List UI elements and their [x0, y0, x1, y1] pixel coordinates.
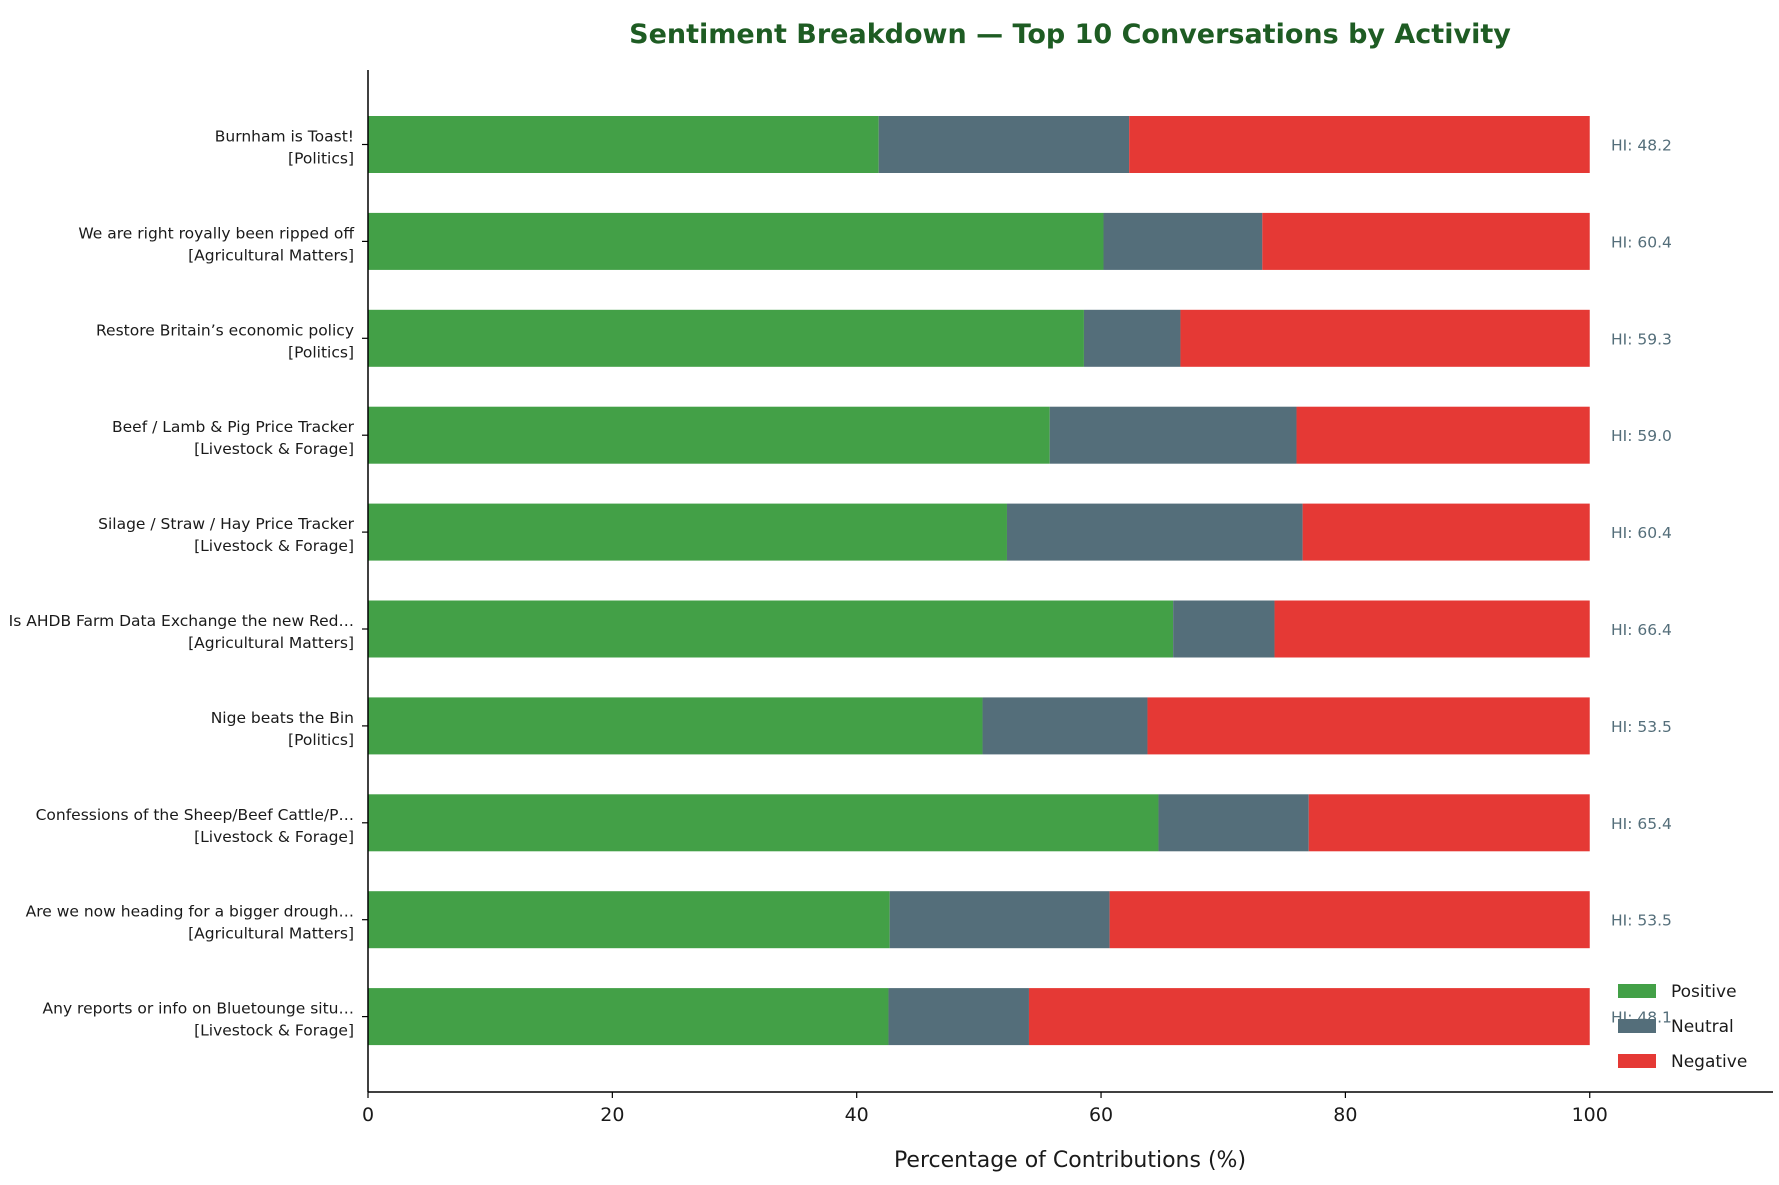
- bar-negative-8: [1308, 794, 1590, 852]
- bar-negative-2: [1262, 212, 1590, 270]
- category-title-10: Any reports or info on Bluetounge situ…: [43, 1000, 354, 1018]
- hi-annotation-8: HI: 65.4: [1611, 815, 1672, 833]
- category-title-9: Are we now heading for a bigger drough…: [26, 903, 354, 921]
- bar-neutral-5: [1006, 503, 1303, 561]
- x-tick-label-0: 0: [362, 1104, 374, 1126]
- bar-neutral-6: [1173, 600, 1275, 658]
- bar-positive-3: [368, 309, 1084, 367]
- axes-layer: 0 20 40 60 80 100: [362, 70, 1773, 1126]
- hi-annotation-3: HI: 59.3: [1611, 330, 1672, 348]
- category-title-3: Restore Britain’s economic policy: [96, 321, 354, 339]
- category-forum-8: [Livestock & Forage]: [194, 828, 354, 846]
- x-axis-label: Percentage of Contributions (%): [894, 1148, 1246, 1173]
- category-title-7: Nige beats the Bin: [211, 709, 354, 727]
- category-forum-6: [Agricultural Matters]: [188, 634, 354, 652]
- bar-neutral-7: [982, 697, 1148, 755]
- legend-label-neutral: Neutral: [1671, 1017, 1734, 1037]
- category-title-1: Burnham is Toast!: [215, 128, 354, 146]
- bar-neutral-8: [1158, 794, 1309, 852]
- category-title-6: Is AHDB Farm Data Exchange the new Red…: [9, 612, 354, 630]
- bar-positive-6: [368, 600, 1174, 658]
- bars-layer: [368, 116, 1590, 1046]
- hi-annotation-6: HI: 66.4: [1611, 621, 1672, 639]
- bar-neutral-10: [888, 988, 1029, 1046]
- x-tick-label-40: 40: [845, 1104, 869, 1126]
- legend-label-negative: Negative: [1671, 1052, 1747, 1072]
- bar-negative-9: [1109, 891, 1590, 949]
- x-tick-label-80: 80: [1333, 1104, 1357, 1126]
- hi-annotation-1: HI: 48.2: [1611, 137, 1672, 155]
- category-title-5: Silage / Straw / Hay Price Tracker: [98, 515, 354, 533]
- bar-positive-9: [368, 891, 890, 949]
- bar-negative-6: [1274, 600, 1590, 658]
- bar-neutral-2: [1103, 212, 1263, 270]
- category-title-8: Confessions of the Sheep/Beef Cattle/P…: [36, 806, 354, 824]
- category-forum-2: [Agricultural Matters]: [188, 246, 354, 264]
- bar-negative-5: [1302, 503, 1590, 561]
- bar-neutral-1: [878, 116, 1130, 173]
- bar-neutral-3: [1083, 309, 1181, 367]
- chart-title: Sentiment Breakdown — Top 10 Conversatio…: [629, 19, 1511, 50]
- bar-negative-4: [1296, 406, 1590, 464]
- category-forum-5: [Livestock & Forage]: [194, 537, 354, 555]
- x-tick-label-60: 60: [1089, 1104, 1113, 1126]
- bar-positive-5: [368, 503, 1007, 561]
- bar-positive-2: [368, 212, 1104, 270]
- hi-annotation-5: HI: 60.4: [1611, 524, 1672, 542]
- legend-swatch-neutral: [1618, 1019, 1656, 1033]
- x-tick-label-20: 20: [600, 1104, 624, 1126]
- bar-neutral-4: [1049, 406, 1297, 464]
- bar-positive-10: [368, 988, 889, 1046]
- hi-annotations: HI: 48.2 HI: 60.4 HI: 59.3 HI: 59.0 HI: 60.4…: [1611, 137, 1672, 1027]
- category-title-2: We are right royally been ripped off: [78, 224, 354, 242]
- bar-positive-7: [368, 697, 983, 755]
- legend-swatch-negative: [1618, 1054, 1656, 1068]
- hi-annotation-7: HI: 53.5: [1611, 718, 1672, 736]
- category-forum-7: [Politics]: [288, 731, 354, 749]
- x-tick-label-100: 100: [1572, 1104, 1608, 1126]
- legend-label-positive: Positive: [1671, 982, 1737, 1002]
- hi-annotation-2: HI: 60.4: [1611, 233, 1672, 251]
- hi-annotation-4: HI: 59.0: [1611, 427, 1672, 445]
- category-forum-1: [Politics]: [288, 150, 354, 168]
- hi-annotation-9: HI: 53.5: [1611, 912, 1672, 930]
- category-labels: Burnham is Toast! [Politics] We are right …: [9, 128, 355, 1040]
- bar-positive-8: [368, 794, 1159, 852]
- category-forum-10: [Livestock & Forage]: [194, 1022, 354, 1040]
- bar-negative-1: [1129, 116, 1590, 173]
- legend-swatch-positive: [1618, 984, 1656, 998]
- category-forum-3: [Politics]: [288, 343, 354, 361]
- bar-positive-1: [368, 116, 879, 173]
- category-title-4: Beef / Lamb & Pig Price Tracker: [112, 418, 355, 436]
- category-forum-9: [Agricultural Matters]: [188, 925, 354, 943]
- bar-neutral-9: [889, 891, 1110, 949]
- bar-negative-3: [1180, 309, 1590, 367]
- legend: Positive Neutral Negative: [1618, 982, 1747, 1072]
- bar-positive-4: [368, 406, 1050, 464]
- category-forum-4: [Livestock & Forage]: [194, 440, 354, 458]
- bar-negative-10: [1028, 988, 1590, 1046]
- bar-negative-7: [1147, 697, 1590, 755]
